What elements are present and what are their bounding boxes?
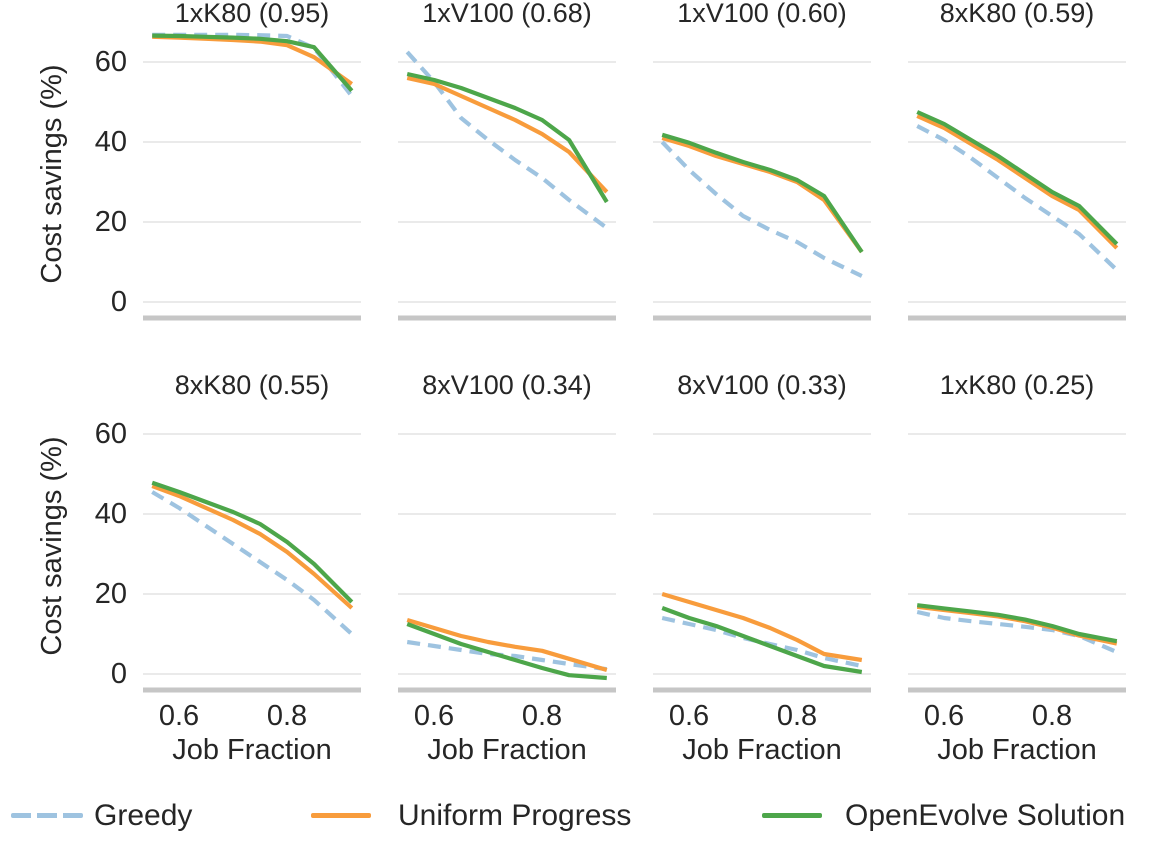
subplot-title-8xv100-0-34: 8xV100 (0.34) bbox=[422, 370, 592, 400]
series-line-greedy bbox=[152, 32, 354, 98]
series-line-uniform-progress bbox=[152, 34, 354, 86]
series-line-openevolve-solution bbox=[916, 110, 1119, 246]
legend-label-openevolve: OpenEvolve Solution bbox=[845, 799, 1126, 832]
subplot-title-1xk80-0-25: 1xK80 (0.25) bbox=[939, 370, 1095, 400]
subplot-8xv100-0-33 bbox=[653, 433, 871, 693]
subplot-title-8xk80-0-55: 8xK80 (0.55) bbox=[174, 370, 330, 400]
y-tick-label: 60 bbox=[94, 418, 127, 450]
x-tick-label: 0.6 bbox=[413, 700, 455, 732]
series-line-openevolve-solution bbox=[661, 132, 864, 254]
series-line-greedy bbox=[661, 615, 863, 669]
series-line-openevolve-solution bbox=[916, 603, 1118, 644]
x-tick-label: 0.8 bbox=[521, 700, 563, 732]
x-tick-label: 0.6 bbox=[158, 700, 200, 732]
subplot-title-1xv100-0-60: 1xV100 (0.60) bbox=[677, 0, 847, 28]
subplot-8xk80-0-59 bbox=[908, 61, 1126, 321]
subplot-8xv100-0-34 bbox=[398, 433, 616, 693]
x-axis-label: Job Fraction bbox=[427, 734, 587, 766]
x-tick-label: 0.8 bbox=[776, 700, 818, 732]
series-line-greedy bbox=[660, 140, 863, 278]
subplot-title-1xv100-0-68: 1xV100 (0.68) bbox=[422, 0, 592, 28]
legend-label-uniform-progress: Uniform Progress bbox=[398, 799, 632, 832]
y-tick-label: 20 bbox=[94, 206, 127, 238]
legend: Greedy Uniform Progress OpenEvolve Solut… bbox=[0, 796, 1163, 840]
x-tick-label: 0.8 bbox=[1031, 700, 1073, 732]
y-axis-label: Cost savings (%) bbox=[36, 64, 68, 284]
subplot-title-8xk80-0-59: 8xK80 (0.59) bbox=[939, 0, 1095, 28]
y-tick-label: 20 bbox=[94, 578, 127, 610]
series-line-uniform-progress bbox=[406, 617, 608, 673]
subplot-8xk80-0-55 bbox=[143, 433, 361, 693]
subplot-1xv100-0-68 bbox=[398, 50, 616, 321]
y-tick-label: 0 bbox=[110, 286, 127, 318]
x-tick-label: 0.6 bbox=[923, 700, 965, 732]
y-tick-label: 40 bbox=[94, 498, 127, 530]
subplot-title-8xv100-0-33: 8xV100 (0.33) bbox=[677, 370, 847, 400]
series-line-greedy bbox=[405, 50, 609, 230]
x-axis-label: Job Fraction bbox=[172, 734, 332, 766]
subplot-1xk80-0-25 bbox=[908, 433, 1126, 693]
y-tick-label: 40 bbox=[94, 126, 127, 158]
y-axis-label: Cost savings (%) bbox=[36, 436, 68, 656]
x-tick-label: 0.6 bbox=[668, 700, 710, 732]
series-line-uniform-progress bbox=[661, 591, 863, 663]
y-tick-label: 0 bbox=[110, 658, 127, 690]
x-axis-label: Job Fraction bbox=[682, 734, 842, 766]
legend-line-uniform-progress-icon bbox=[311, 813, 371, 818]
y-tick-label: 60 bbox=[94, 46, 127, 78]
series-line-greedy bbox=[916, 124, 1119, 272]
series-line-openevolve-solution bbox=[406, 71, 609, 204]
subplot-1xv100-0-60 bbox=[653, 61, 871, 321]
series-line-uniform-progress bbox=[916, 604, 1118, 646]
series-line-openevolve-solution bbox=[151, 480, 354, 604]
series-line-uniform-progress bbox=[916, 114, 1119, 250]
series-line-uniform-progress bbox=[661, 135, 864, 254]
subplot-1xk80-0-95 bbox=[143, 32, 361, 321]
legend-line-openevolve-icon bbox=[762, 813, 822, 818]
subplot-title-1xk80-0-95: 1xK80 (0.95) bbox=[174, 0, 330, 28]
x-axis-label: Job Fraction bbox=[937, 734, 1097, 766]
series-line-openevolve-solution bbox=[152, 33, 354, 93]
legend-label-greedy: Greedy bbox=[94, 799, 193, 832]
series-line-openevolve-solution bbox=[406, 622, 607, 681]
series-line-uniform-progress bbox=[406, 75, 609, 194]
series-line-openevolve-solution bbox=[661, 606, 863, 675]
legend-line-greedy-icon bbox=[11, 813, 83, 818]
series-line-uniform-progress bbox=[151, 484, 354, 610]
series-line-greedy bbox=[151, 490, 354, 636]
x-tick-label: 0.8 bbox=[266, 700, 308, 732]
